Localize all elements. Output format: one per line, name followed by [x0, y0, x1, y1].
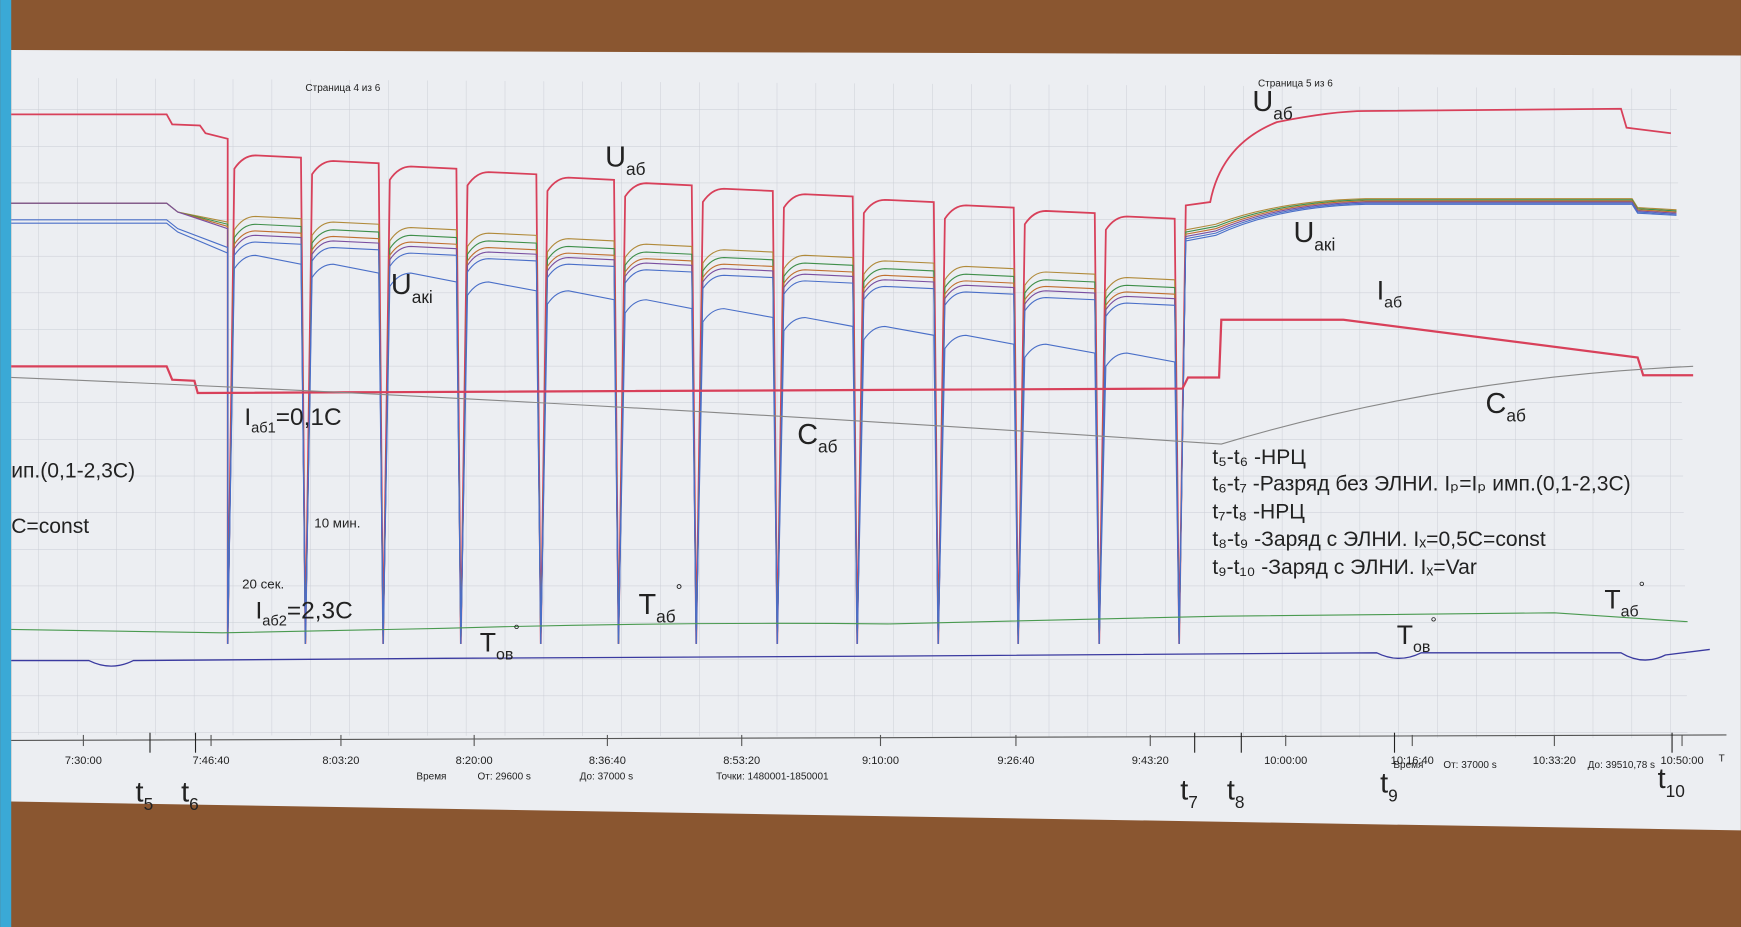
label-sub: 5	[144, 794, 154, 814]
axis-info: До: 39510,78 s	[1588, 760, 1655, 771]
tick-label: 7:46:40	[193, 755, 230, 767]
label-sup: °	[513, 623, 519, 640]
label-sub: 6	[189, 794, 199, 814]
axis-info: От: 37000 s	[1443, 760, 1496, 771]
label-main: t	[136, 777, 144, 809]
label-main: T	[1397, 620, 1413, 650]
label-sub: 8	[1235, 792, 1245, 812]
label-sub: аб	[1273, 104, 1293, 124]
label-main: U	[1252, 86, 1273, 118]
label-main: t	[1380, 768, 1388, 800]
label-main: U	[391, 269, 412, 301]
legend-note: t₈-t₉ -Заряд с ЭЛНИ. Iₓ=0,5C=const	[1212, 528, 1545, 551]
label-main: C	[1486, 388, 1507, 420]
legend-note: t₅-t₆ -НРЦ	[1212, 446, 1306, 469]
label-main: T	[480, 628, 496, 658]
label-sub: аб2	[262, 614, 287, 630]
page-header: Страница 4 из 6	[305, 83, 380, 94]
axis-info: Точки: 1480001-1850001	[716, 771, 829, 782]
tick-label: 10:00:00	[1264, 755, 1307, 767]
label-main: C	[797, 419, 818, 451]
label-main: t	[1227, 774, 1235, 806]
label-sub: аб	[818, 437, 838, 457]
axis-info: Время	[1393, 760, 1423, 771]
label-main: U	[605, 142, 626, 174]
label-rest: =0,1C	[276, 404, 342, 431]
label-sub: акi	[412, 287, 433, 307]
axis-info: Время	[416, 771, 446, 782]
tick-label: 9:10:00	[862, 755, 899, 767]
annotation: ип.(0,1-2,3C)	[11, 459, 135, 482]
axis-info: От: 29600 s	[477, 771, 530, 782]
label-main: t	[181, 777, 189, 809]
label-main: I	[244, 404, 251, 431]
annotation: C=const	[11, 515, 89, 538]
label-main: I	[255, 597, 262, 624]
label-sub: акi	[1314, 235, 1335, 255]
tick-label: 10:50:00	[1660, 755, 1703, 767]
axis-info: До: 37000 s	[580, 771, 634, 782]
tick-label: 8:53:20	[723, 755, 760, 767]
label-sub: ов	[496, 647, 513, 664]
tick-label: 10:33:20	[1533, 755, 1576, 767]
legend-note: t₆-t₇ -Разряд без ЭЛНИ. Iₚ=Iₚ имп.(0,1-2…	[1212, 473, 1630, 496]
label-sub: аб	[1506, 406, 1526, 426]
label-sub: аб	[656, 607, 676, 627]
tick-label: 9:26:40	[997, 755, 1034, 767]
tick-label: 7:30:00	[65, 755, 102, 767]
label-sub: аб	[1384, 295, 1402, 312]
legend-note: t₉-t₁₀ -Заряд с ЭЛНИ. Iₓ=Var	[1212, 556, 1476, 579]
photo: Страница 4 из 6Страница 5 из 6UабUабUакi…	[0, 0, 1741, 927]
label-sup: °	[1430, 615, 1436, 632]
axis-info: T	[1719, 754, 1725, 765]
label-sub: ов	[1413, 639, 1430, 656]
label-sub: 9	[1388, 785, 1398, 805]
screen-edge	[0, 0, 11, 927]
label-sub: аб	[626, 159, 646, 179]
label-main: I	[1377, 276, 1384, 306]
label-sup: °	[676, 581, 683, 601]
legend-note: t₇-t₈ -НРЦ	[1212, 500, 1305, 523]
tick-label: 8:20:00	[456, 755, 493, 767]
label-sup: °	[1639, 579, 1645, 596]
label-main: t	[1180, 774, 1188, 806]
label-rest: =2,3C	[287, 597, 353, 624]
label-sub: аб1	[251, 421, 276, 437]
tick-label: 9:43:20	[1132, 755, 1169, 767]
label-main: U	[1293, 217, 1314, 249]
annotation: 10 мин.	[314, 515, 360, 530]
page: {"pages":["Страница 4 из 6","Страница 5 …	[0, 0, 1741, 927]
label-sub: аб	[1621, 603, 1639, 620]
label-main: T	[638, 589, 656, 621]
label-sub: 7	[1188, 792, 1198, 812]
grid	[11, 78, 1687, 739]
label-main: T	[1604, 584, 1620, 614]
tick-label: 8:36:40	[589, 755, 626, 767]
label-main: t	[1658, 763, 1666, 795]
label-sub: 10	[1666, 781, 1685, 801]
annotation: 20 сек.	[242, 576, 284, 591]
tick-label: 8:03:20	[322, 755, 359, 767]
